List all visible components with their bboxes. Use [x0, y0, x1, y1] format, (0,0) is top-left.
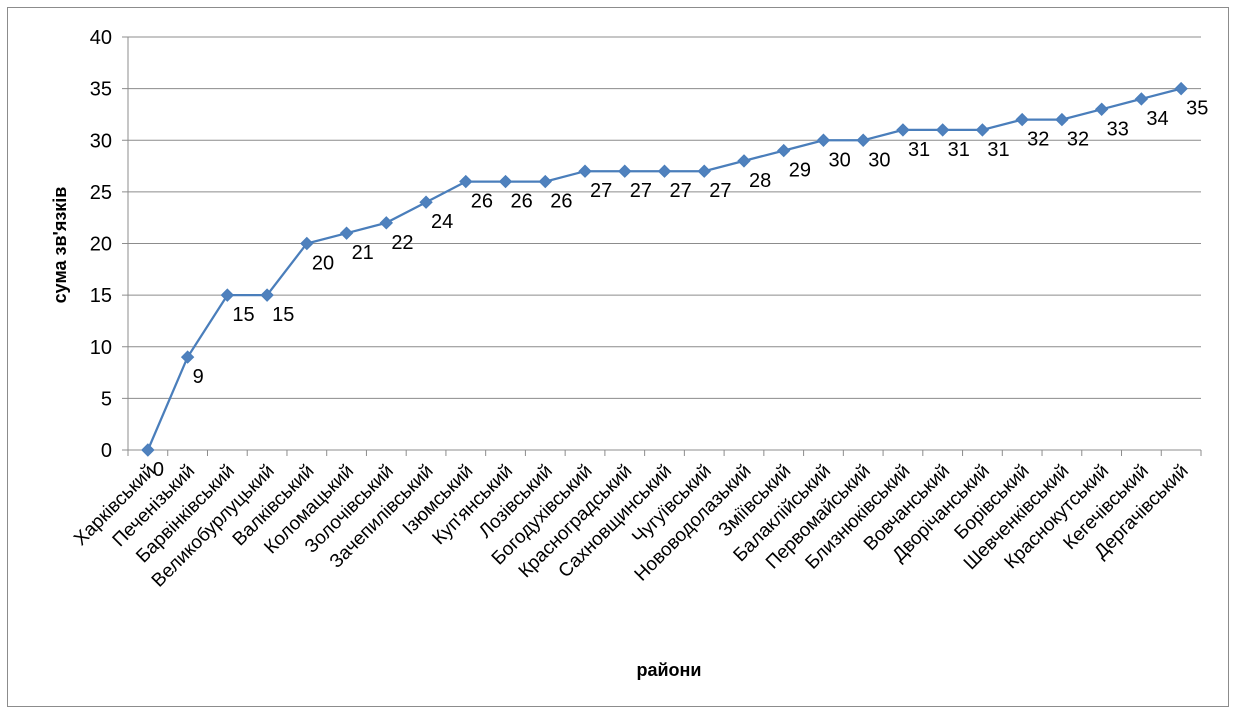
x-axis-title: райони — [636, 660, 701, 680]
y-tick-label: 35 — [90, 79, 112, 101]
data-point — [538, 174, 552, 189]
data-label: 35 — [1186, 98, 1208, 120]
data-label: 26 — [550, 191, 572, 213]
data-label: 29 — [789, 160, 811, 182]
data-point — [180, 350, 195, 364]
data-point — [419, 195, 433, 209]
y-axis-ticks: 0 5 10 15 20 25 30 35 40 — [90, 27, 112, 462]
series-markers — [141, 81, 1188, 457]
y-tick-label: 20 — [90, 234, 112, 256]
data-point — [260, 288, 274, 302]
data-point — [1094, 102, 1109, 116]
data-label: 31 — [987, 139, 1009, 161]
y-tick-label: 5 — [101, 388, 112, 410]
data-label: 28 — [749, 170, 771, 192]
y-tick-label: 10 — [90, 337, 112, 359]
data-point — [300, 236, 314, 251]
data-point — [777, 143, 791, 158]
data-point — [498, 174, 513, 189]
data-point — [657, 164, 672, 178]
series-line — [146, 87, 1182, 451]
data-point — [339, 226, 354, 240]
data-label: 27 — [709, 180, 731, 202]
data-point — [1015, 112, 1029, 127]
y-tick-label: 25 — [90, 182, 112, 204]
data-point — [578, 164, 592, 178]
x-axis-category-labels: ХарківськийПеченізькийБарвінківськийВели… — [70, 461, 1192, 592]
data-label: 33 — [1107, 118, 1129, 140]
data-label: 9 — [193, 366, 204, 388]
data-label: 26 — [471, 191, 493, 213]
data-point — [1134, 92, 1149, 106]
y-axis-title: сума зв'язків — [50, 187, 70, 304]
data-label: 24 — [431, 211, 453, 233]
data-point — [459, 174, 473, 189]
data-point — [697, 164, 711, 178]
data-point — [856, 133, 870, 147]
data-point — [220, 288, 235, 302]
data-label: 30 — [828, 149, 850, 171]
data-label: 22 — [391, 232, 413, 254]
data-label: 21 — [352, 242, 374, 264]
data-point — [618, 164, 632, 178]
data-point — [896, 123, 910, 137]
y-tick-label: 15 — [90, 285, 112, 307]
data-point — [379, 216, 394, 230]
data-point — [141, 443, 155, 457]
data-label: 34 — [1146, 108, 1168, 130]
chart-area — [7, 7, 1229, 707]
data-label: 31 — [948, 139, 970, 161]
data-label: 27 — [630, 180, 652, 202]
data-label: 0 — [153, 459, 164, 481]
data-label: 32 — [1027, 129, 1049, 151]
data-label: 32 — [1067, 129, 1089, 151]
gridlines — [122, 36, 1201, 451]
data-label: 31 — [908, 139, 930, 161]
data-label: 26 — [511, 191, 533, 213]
data-label: 15 — [232, 304, 254, 326]
data-label: 27 — [590, 180, 612, 202]
y-tick-label: 30 — [90, 130, 112, 152]
y-tick-label: 40 — [90, 27, 112, 49]
data-labels: 0 9 15 15 20 21 22 24 26 26 26 27 27 27 27 28 29 30 30 31 31… — [153, 98, 1209, 481]
x-axis — [127, 37, 1202, 456]
data-point — [1174, 81, 1188, 96]
data-label: 30 — [868, 149, 890, 171]
data-point — [816, 133, 831, 147]
data-point — [935, 123, 950, 137]
data-label: 27 — [670, 180, 692, 202]
data-point — [737, 154, 751, 168]
data-point — [1055, 112, 1069, 127]
data-point — [975, 123, 990, 137]
data-label: 20 — [312, 253, 334, 275]
y-tick-label: 0 — [101, 440, 112, 462]
data-label: 15 — [272, 304, 294, 326]
